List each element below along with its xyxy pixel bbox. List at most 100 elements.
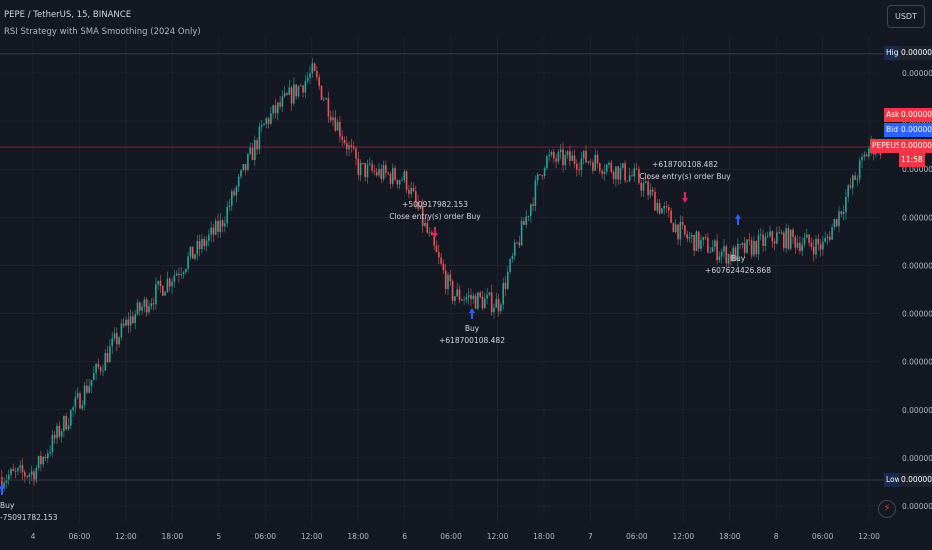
candle-body	[585, 150, 587, 163]
candle-body	[49, 451, 51, 454]
candle-body	[371, 163, 373, 171]
candle-body	[847, 185, 849, 197]
candle-body	[444, 270, 447, 290]
candle-body	[594, 154, 596, 171]
candle-body	[449, 274, 452, 282]
candle-body	[24, 472, 26, 477]
candle-body	[35, 468, 38, 482]
candle-body	[283, 93, 286, 97]
candle-body	[111, 338, 113, 347]
candle-body	[109, 346, 111, 363]
candle-body	[769, 231, 771, 237]
candle-body	[852, 175, 854, 188]
candle-body	[700, 239, 702, 249]
candle-body	[750, 240, 753, 256]
candle-body	[419, 205, 422, 209]
candle-body	[635, 168, 638, 170]
candle-body	[720, 251, 723, 257]
candle-body	[187, 256, 189, 269]
candle-body	[799, 242, 801, 252]
candle-body	[21, 465, 24, 473]
candle-body	[819, 244, 822, 250]
price-lines	[0, 53, 884, 481]
candle-body	[212, 227, 215, 235]
candle-body	[716, 240, 718, 261]
candle-body	[603, 171, 606, 174]
candle-body	[835, 219, 838, 227]
low-value: 0.00000427	[899, 473, 932, 487]
candle-body	[589, 161, 592, 163]
candle-body	[743, 242, 746, 253]
candle-body	[546, 156, 548, 169]
candle-body	[470, 295, 472, 300]
candle-body	[343, 139, 346, 144]
candle-body	[801, 244, 803, 252]
candle-body	[610, 162, 613, 172]
candle-body	[295, 84, 297, 97]
candle-body	[856, 178, 859, 180]
candle-body	[541, 175, 544, 176]
candle-body	[366, 164, 369, 177]
candle-body	[674, 224, 677, 233]
candle-body	[362, 162, 364, 164]
candle-body	[451, 281, 454, 301]
close-annotation-text: +500917982.153	[402, 200, 468, 209]
x-tick-label: 12:00	[115, 532, 137, 541]
candle-body	[783, 232, 785, 249]
candle-body	[369, 163, 371, 165]
candle-body	[707, 237, 709, 253]
currency-button[interactable]: USDT	[887, 5, 925, 28]
candle-body	[235, 186, 238, 196]
candle-body	[302, 85, 304, 93]
candle-body	[79, 393, 81, 409]
candle-body	[831, 226, 833, 240]
strategy-title[interactable]: RSI Strategy with SMA Smoothing (2024 On…	[4, 27, 201, 37]
candle-body	[242, 164, 245, 171]
candle-body	[63, 416, 65, 432]
low-label: Low	[884, 473, 903, 487]
candle-body	[247, 154, 249, 170]
candle-body	[164, 291, 166, 296]
candle-body	[375, 171, 378, 176]
candle-body	[863, 154, 866, 157]
candle-body	[83, 385, 86, 406]
candle-body	[668, 207, 670, 211]
candle-body	[88, 386, 90, 393]
candle-body	[421, 205, 424, 226]
candle-body	[240, 170, 242, 177]
candle-body	[260, 125, 263, 127]
candle-body	[139, 302, 141, 311]
candle-body	[433, 235, 435, 246]
candle-body	[555, 158, 557, 162]
candle-body	[536, 174, 539, 181]
candle-body	[714, 240, 716, 247]
candle-body	[37, 455, 40, 469]
candle-body	[30, 471, 33, 475]
candle-body	[534, 180, 537, 206]
x-tick-label: 5	[216, 532, 221, 541]
candle-body	[19, 465, 21, 469]
candle-body	[28, 474, 31, 477]
x-tick-label: 06:00	[812, 532, 834, 541]
candle-body	[822, 241, 824, 250]
candle-body	[507, 271, 509, 289]
candle-body	[739, 243, 741, 245]
candle-body	[656, 202, 659, 211]
candle-body	[309, 73, 311, 78]
candle-body	[592, 162, 594, 171]
candle-body	[753, 240, 755, 256]
candle-body	[691, 234, 693, 237]
candle-body	[626, 180, 629, 182]
candle-body	[543, 168, 546, 176]
candle-body	[771, 231, 774, 242]
candle-body	[306, 77, 309, 82]
candle-body	[5, 479, 8, 483]
candle-body	[403, 171, 406, 181]
candle-body	[695, 231, 698, 252]
candle-body	[559, 149, 562, 153]
candle-body	[474, 295, 477, 309]
candle-body	[180, 274, 182, 275]
lightning-icon[interactable]: ⚡	[878, 500, 896, 518]
candle-body	[201, 238, 203, 250]
